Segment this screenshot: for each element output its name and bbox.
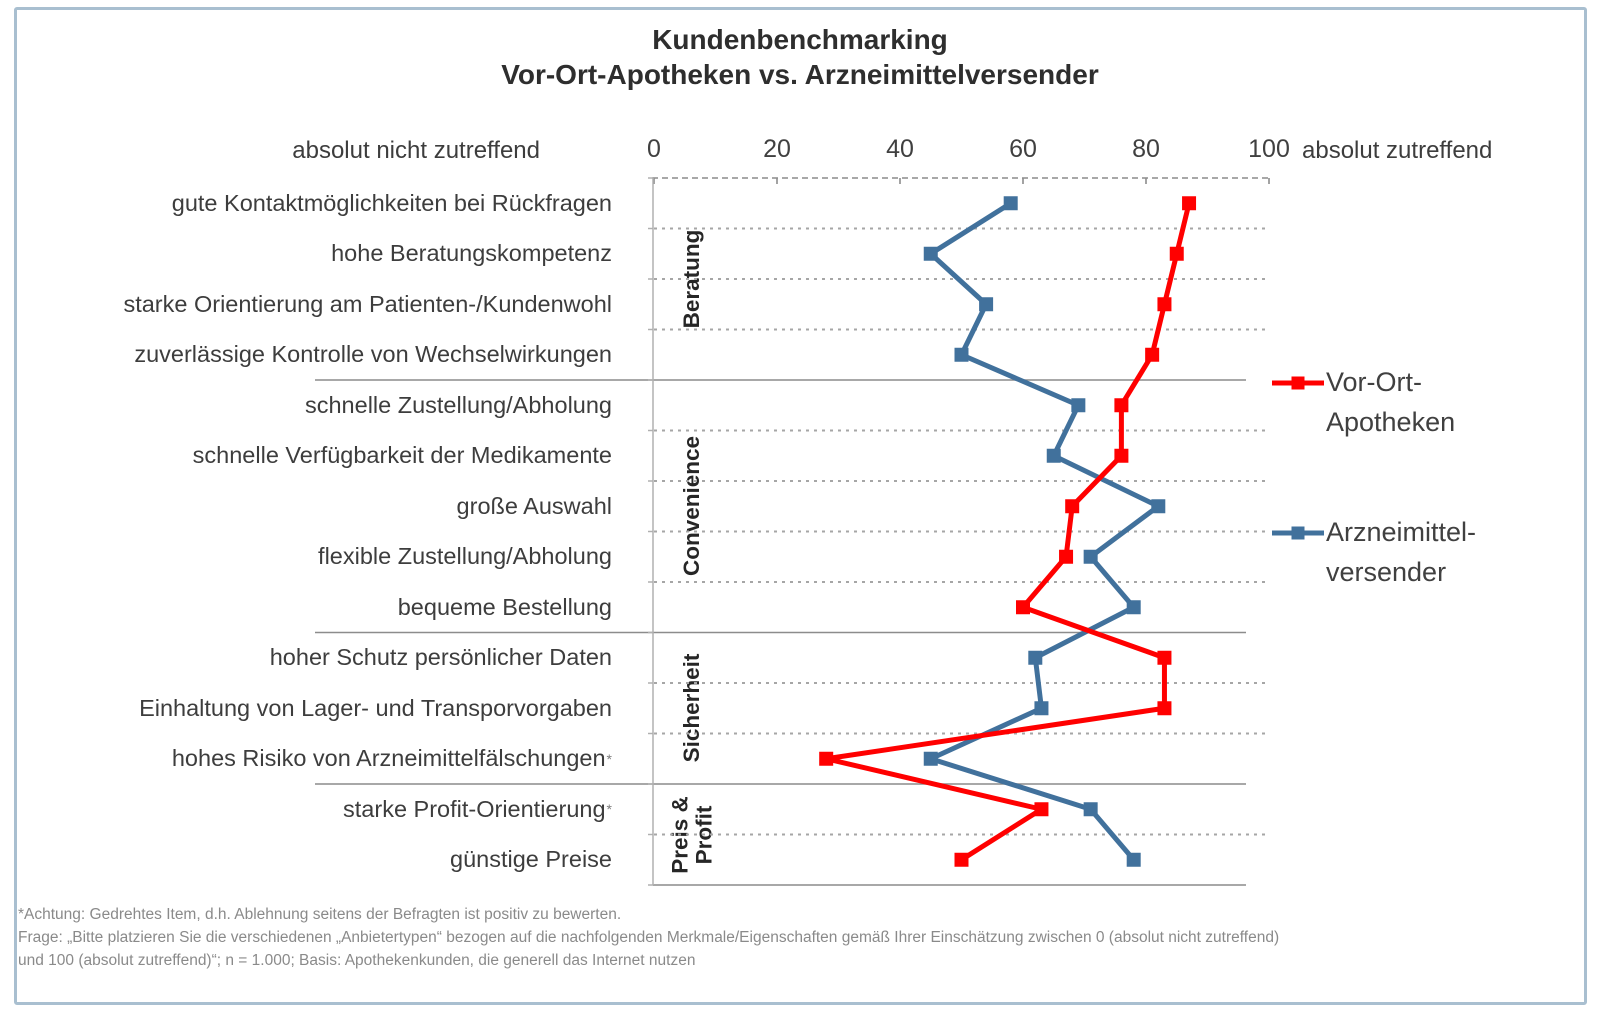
legend-label: Vor-Ort- Apotheken — [1326, 367, 1456, 437]
category-label: bequeme Bestellung — [397, 593, 612, 620]
group-label: Sicherheit — [679, 653, 705, 763]
group-label: Convenience — [679, 436, 705, 577]
footnote-line-3: und 100 (absolut zutreffend)“; n = 1.000… — [18, 952, 696, 969]
category-label: schnelle Zustellung/Abholung — [304, 391, 612, 418]
category-label: gute Kontaktmöglichkeiten bei Rückfragen — [171, 189, 612, 216]
category-label: zuverlässige Kontrolle von Wechselwirkun… — [134, 341, 612, 368]
category-label: große Auswahl — [456, 492, 612, 519]
legend-item: Vor-Ort- Apotheken — [1272, 362, 1455, 442]
category-label: schnelle Verfügbarkeit der Medikamente — [192, 442, 612, 469]
x-tick-label: 80 — [1132, 135, 1160, 163]
footnote-line-1: *Achtung: Gedrehtes Item, d.h. Ablehnung… — [18, 906, 622, 923]
legend-item: Arzneimittel- versender — [1272, 512, 1476, 592]
legend-swatch — [1272, 376, 1324, 390]
category-label: Einhaltung von Lager- und Transporvorgab… — [139, 694, 612, 721]
x-tick-label: 60 — [1009, 135, 1037, 163]
axis-label-right: absolut zutreffend — [1302, 137, 1493, 164]
x-tick-label: 20 — [763, 135, 791, 163]
legend-label: Arzneimittel- versender — [1326, 517, 1477, 587]
axis-label-left: absolut nicht zutreffend — [292, 137, 540, 164]
footnotes: *Achtung: Gedrehtes Item, d.h. Ablehnung… — [18, 903, 1279, 972]
category-label: hoher Schutz persönlicher Daten — [269, 644, 612, 671]
category-label: starke Orientierung am Patienten-/Kunden… — [123, 290, 612, 317]
chart-frame — [14, 7, 1587, 1005]
category-label: starke Profit-Orientierung * — [343, 795, 612, 822]
x-tick-label: 40 — [886, 135, 914, 163]
x-tick-label: 0 — [647, 135, 661, 163]
chart-title-line1: Kundenbenchmarking — [652, 24, 948, 55]
legend-marker — [1291, 526, 1305, 540]
legend-marker — [1291, 376, 1305, 390]
category-label: hohes Risiko von Arzneimittelfälschungen… — [171, 745, 612, 772]
category-label: hohe Beratungskompetenz — [331, 240, 612, 267]
x-tick-label: 100 — [1248, 135, 1290, 163]
group-label: Preis & Profit — [667, 795, 716, 874]
group-label: Beratung — [679, 229, 705, 329]
chart-title: Kundenbenchmarking Vor-Ort-Apotheken vs.… — [0, 22, 1600, 92]
category-label: flexible Zustellung/Abholung — [318, 543, 612, 570]
category-label: günstige Preise — [450, 846, 612, 873]
chart-title-line2: Vor-Ort-Apotheken vs. Arzneimittelversen… — [501, 59, 1099, 90]
footnote-line-2: Frage: „Bitte platzieren Sie die verschi… — [18, 929, 1280, 946]
legend-swatch — [1272, 526, 1324, 540]
